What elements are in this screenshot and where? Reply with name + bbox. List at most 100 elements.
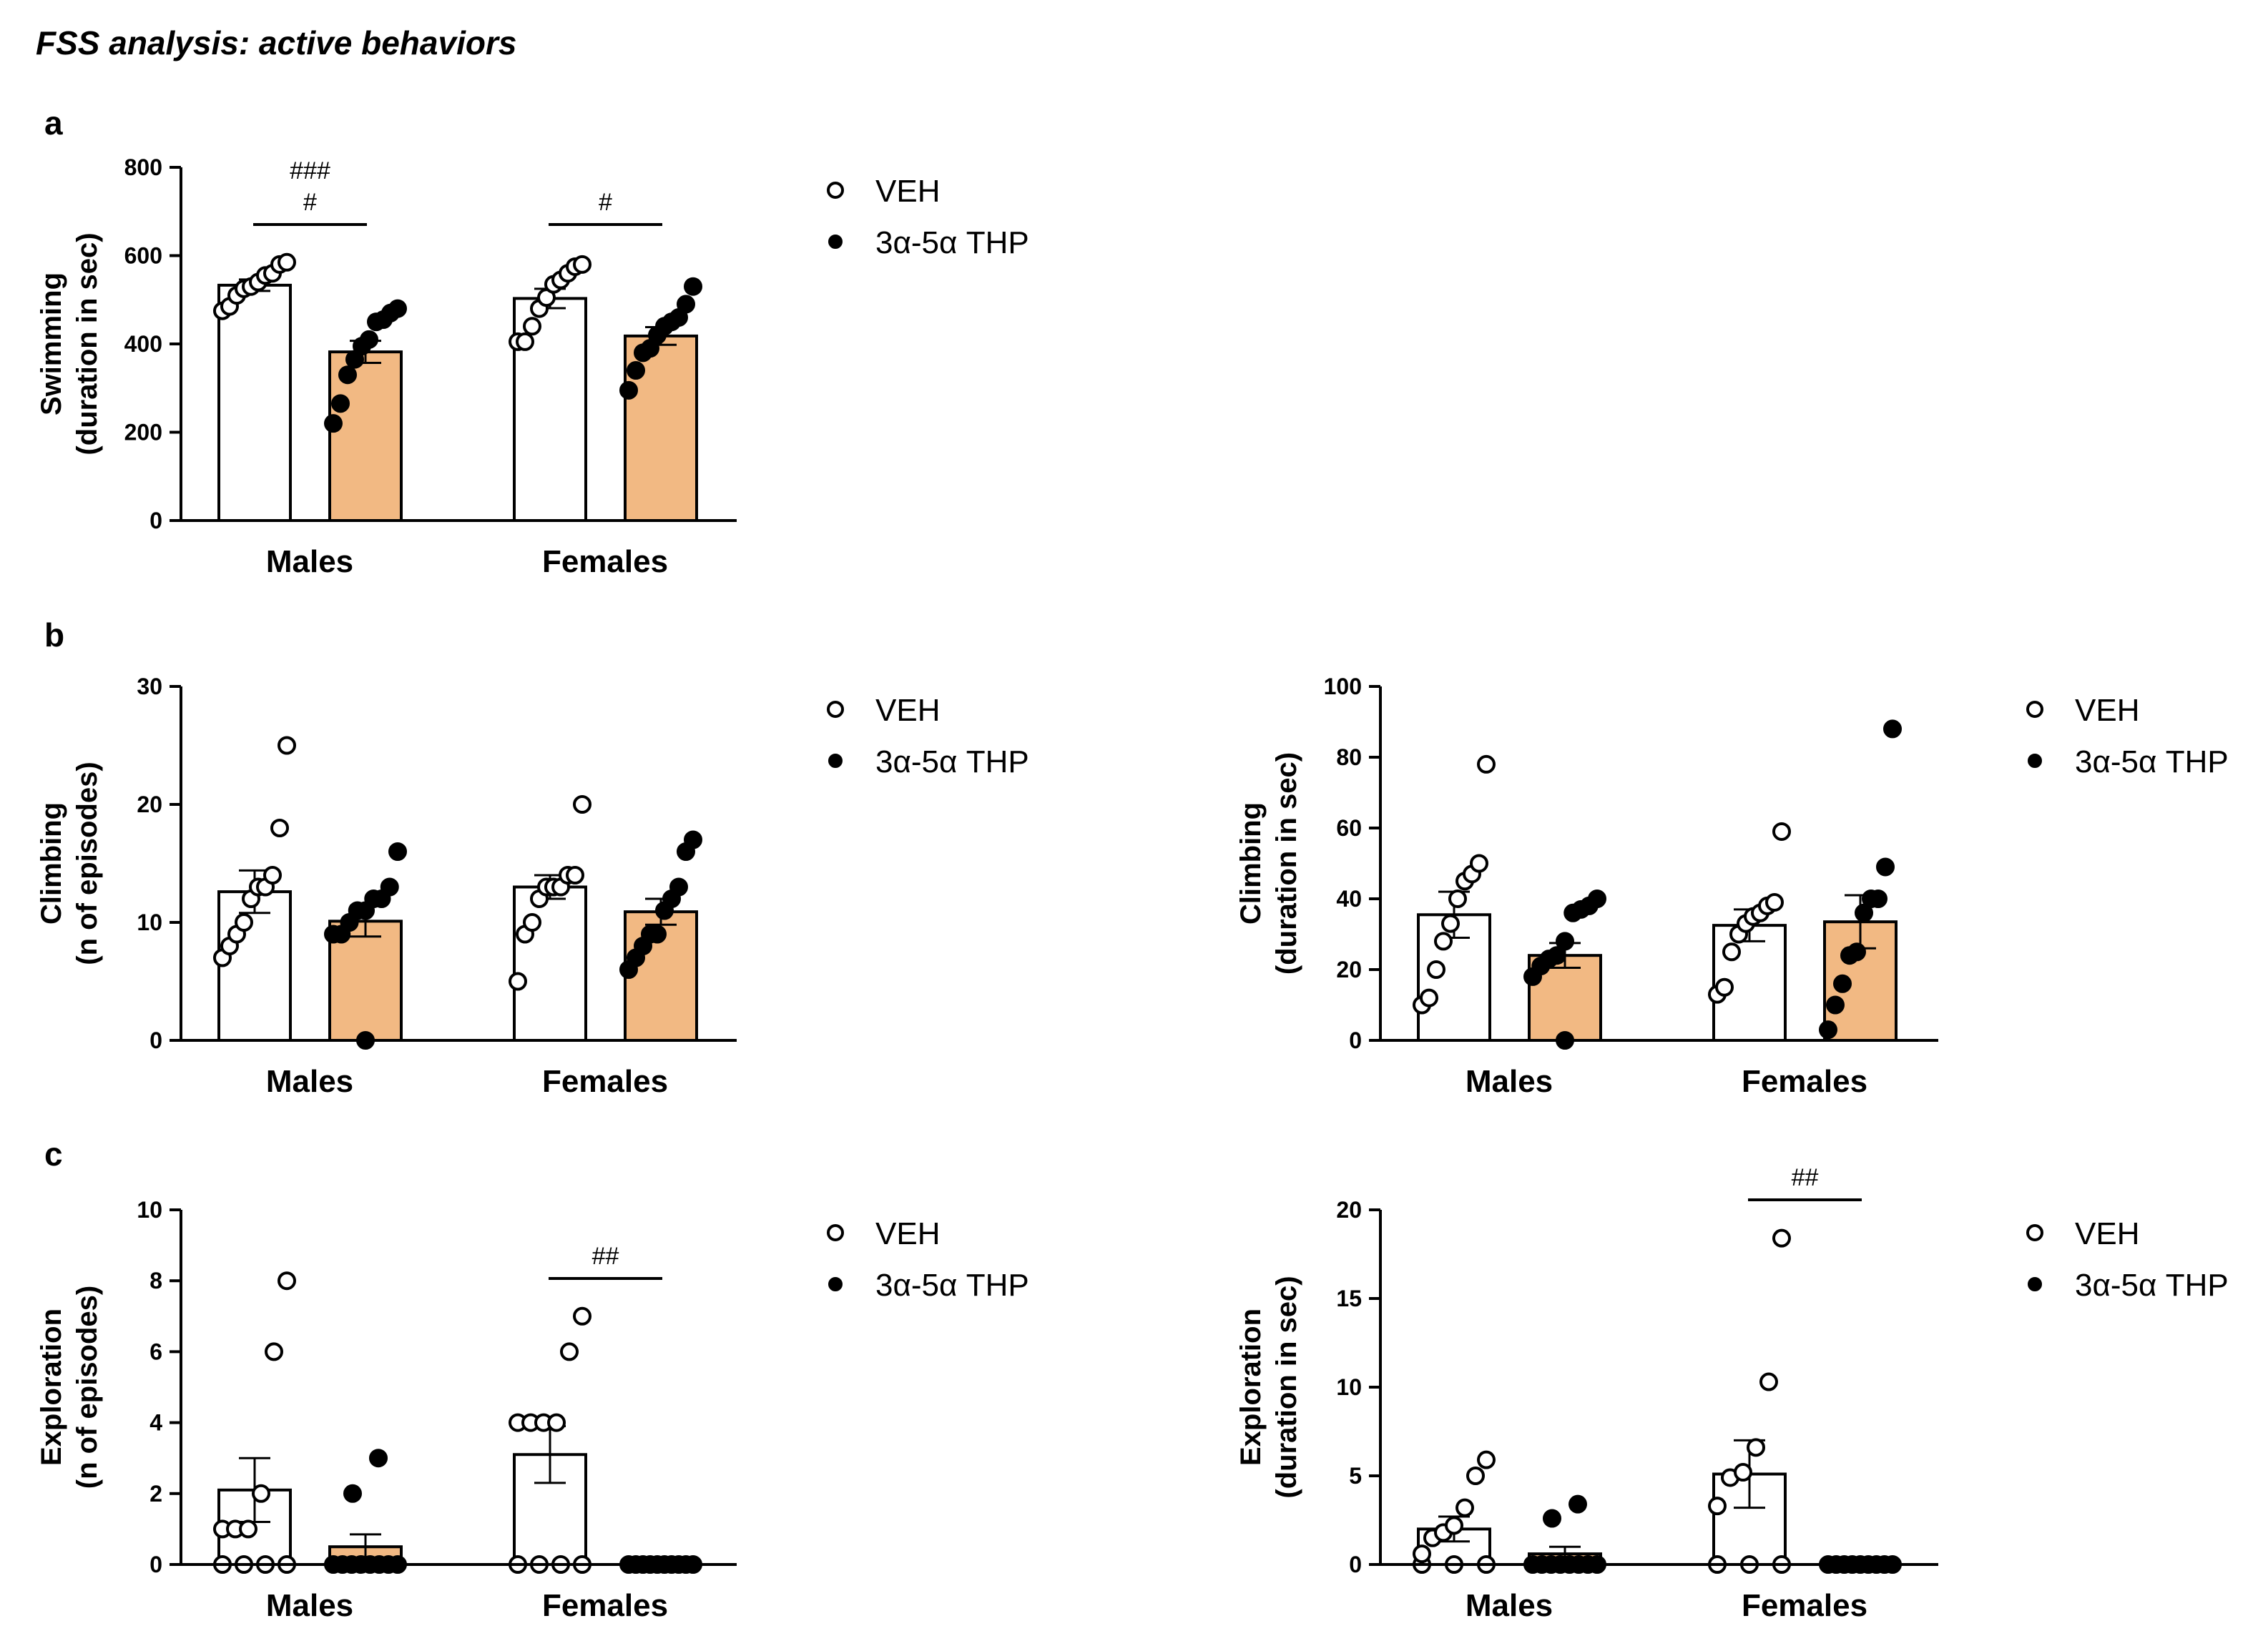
- data-point-veh: [1413, 1544, 1431, 1564]
- data-point-thp: [1883, 719, 1902, 739]
- data-point-veh: [270, 819, 289, 837]
- y-tick-label: 20: [137, 792, 162, 817]
- data-point-veh: [1455, 1498, 1474, 1517]
- significance-marker: #: [599, 189, 612, 216]
- y-tick-label: 30: [137, 674, 162, 699]
- y-tick-label: 40: [1336, 886, 1362, 912]
- data-point-veh: [516, 332, 534, 351]
- data-point-veh: [252, 1484, 270, 1503]
- data-point-thp: [684, 277, 702, 296]
- y-tick-label: 2: [149, 1481, 162, 1507]
- y-axis-title-line2: (duration in sec): [1271, 752, 1302, 975]
- data-point-thp: [1869, 889, 1887, 908]
- data-point-thp: [1826, 995, 1845, 1015]
- data-point-veh: [239, 1519, 257, 1539]
- data-point-thp: [619, 380, 638, 400]
- y-axis-title-line2: (duration in sec): [72, 232, 103, 455]
- data-point-thp: [1569, 1494, 1587, 1514]
- data-point-veh: [1734, 1463, 1752, 1482]
- legend-marker-veh: [827, 182, 844, 199]
- y-tick-label: 5: [1349, 1463, 1362, 1489]
- y-tick-label: 8: [149, 1268, 162, 1293]
- y-tick-label: 10: [137, 1197, 162, 1223]
- legend-marker-veh: [827, 701, 844, 718]
- y-tick-label: 80: [1336, 744, 1362, 770]
- legend-marker-thp: [828, 754, 843, 768]
- y-tick-label: 100: [1324, 674, 1362, 699]
- data-point-veh: [1441, 914, 1460, 933]
- y-tick-label: 15: [1336, 1286, 1362, 1311]
- y-tick-label: 6: [149, 1339, 162, 1364]
- x-category-label-males: Males: [266, 1064, 353, 1099]
- panel-letter-a: a: [44, 104, 63, 142]
- legend-marker-thp: [828, 1277, 843, 1291]
- data-point-veh: [1448, 889, 1467, 908]
- data-point-veh: [1722, 942, 1741, 962]
- data-point-veh: [278, 1271, 296, 1291]
- x-category-label-males: Males: [266, 1588, 353, 1623]
- data-point-veh: [1715, 977, 1734, 997]
- data-point-veh: [278, 736, 296, 755]
- data-point-thp: [380, 877, 399, 897]
- legend-label-thp: 3α-5α THP: [875, 744, 1029, 779]
- significance-marker: ###: [290, 157, 330, 184]
- data-point-veh: [278, 252, 296, 272]
- data-point-veh: [1470, 854, 1488, 873]
- y-axis-title-line2: (n of episodes): [72, 1286, 103, 1489]
- data-point-thp: [1855, 903, 1873, 922]
- data-point-veh: [566, 866, 584, 884]
- data-point-veh: [1445, 1516, 1463, 1535]
- y-tick-label: 10: [137, 910, 162, 935]
- y-tick-label: 800: [124, 154, 162, 180]
- y-tick-label: 400: [124, 331, 162, 357]
- legend-label-veh: VEH: [875, 174, 940, 209]
- data-point-thp: [1847, 942, 1866, 962]
- y-axis-title-line1: Swimming: [36, 272, 67, 415]
- panel-letter-c: c: [44, 1135, 63, 1173]
- y-axis-title-line1: Climbing: [36, 802, 67, 925]
- y-tick-label: 4: [149, 1410, 162, 1436]
- y-tick-label: 0: [149, 1027, 162, 1053]
- bar-females-veh: [513, 885, 587, 1042]
- data-point-thp: [331, 394, 350, 413]
- data-point-veh: [1759, 1372, 1778, 1391]
- data-point-veh: [1420, 988, 1438, 1007]
- data-point-veh: [1466, 1467, 1485, 1485]
- y-tick-label: 600: [124, 243, 162, 269]
- chart-c-right: 0 5 10 15 20 Males Females Exploration (duration…: [1235, 1164, 2229, 1623]
- data-point-veh: [1708, 1497, 1727, 1516]
- data-point-thp: [343, 1484, 362, 1503]
- data-point-thp: [388, 842, 407, 861]
- data-point-thp: [1543, 1509, 1561, 1528]
- legend-marker-thp: [2028, 754, 2042, 768]
- data-point-veh: [1427, 960, 1445, 979]
- y-axis-title-line1: Exploration: [1235, 1309, 1267, 1466]
- data-point-veh: [235, 913, 253, 932]
- legend-label-veh: VEH: [2075, 693, 2139, 728]
- data-point-veh: [265, 1342, 283, 1361]
- data-point-veh: [573, 795, 591, 814]
- data-point-thp: [1876, 857, 1895, 877]
- y-axis-title-line2: (duration in sec): [1271, 1276, 1302, 1498]
- chart-a: 0 200 400 600 800 Males Females Swimming (durati…: [36, 154, 1029, 579]
- legend-label-thp: 3α-5α THP: [2075, 1268, 2229, 1303]
- significance-marker: ##: [1792, 1164, 1819, 1191]
- data-point-veh: [547, 1413, 566, 1432]
- x-category-label-females: Females: [542, 1064, 668, 1099]
- x-category-label-females: Females: [542, 544, 668, 579]
- data-point-thp: [684, 830, 702, 849]
- significance-marker: #: [303, 189, 317, 216]
- legend-label-thp: 3α-5α THP: [2075, 744, 2229, 779]
- y-tick-label: 200: [124, 420, 162, 445]
- legend-marker-veh: [2026, 701, 2043, 718]
- data-point-veh: [1477, 1450, 1496, 1469]
- data-point-veh: [523, 913, 541, 932]
- data-point-thp: [677, 295, 695, 314]
- figure-title: FSS analysis: active behaviors: [36, 24, 516, 61]
- legend-marker-thp: [828, 235, 843, 249]
- legend-label-thp: 3α-5α THP: [875, 1268, 1029, 1303]
- y-tick-label: 20: [1336, 957, 1362, 982]
- data-point-thp: [360, 330, 378, 349]
